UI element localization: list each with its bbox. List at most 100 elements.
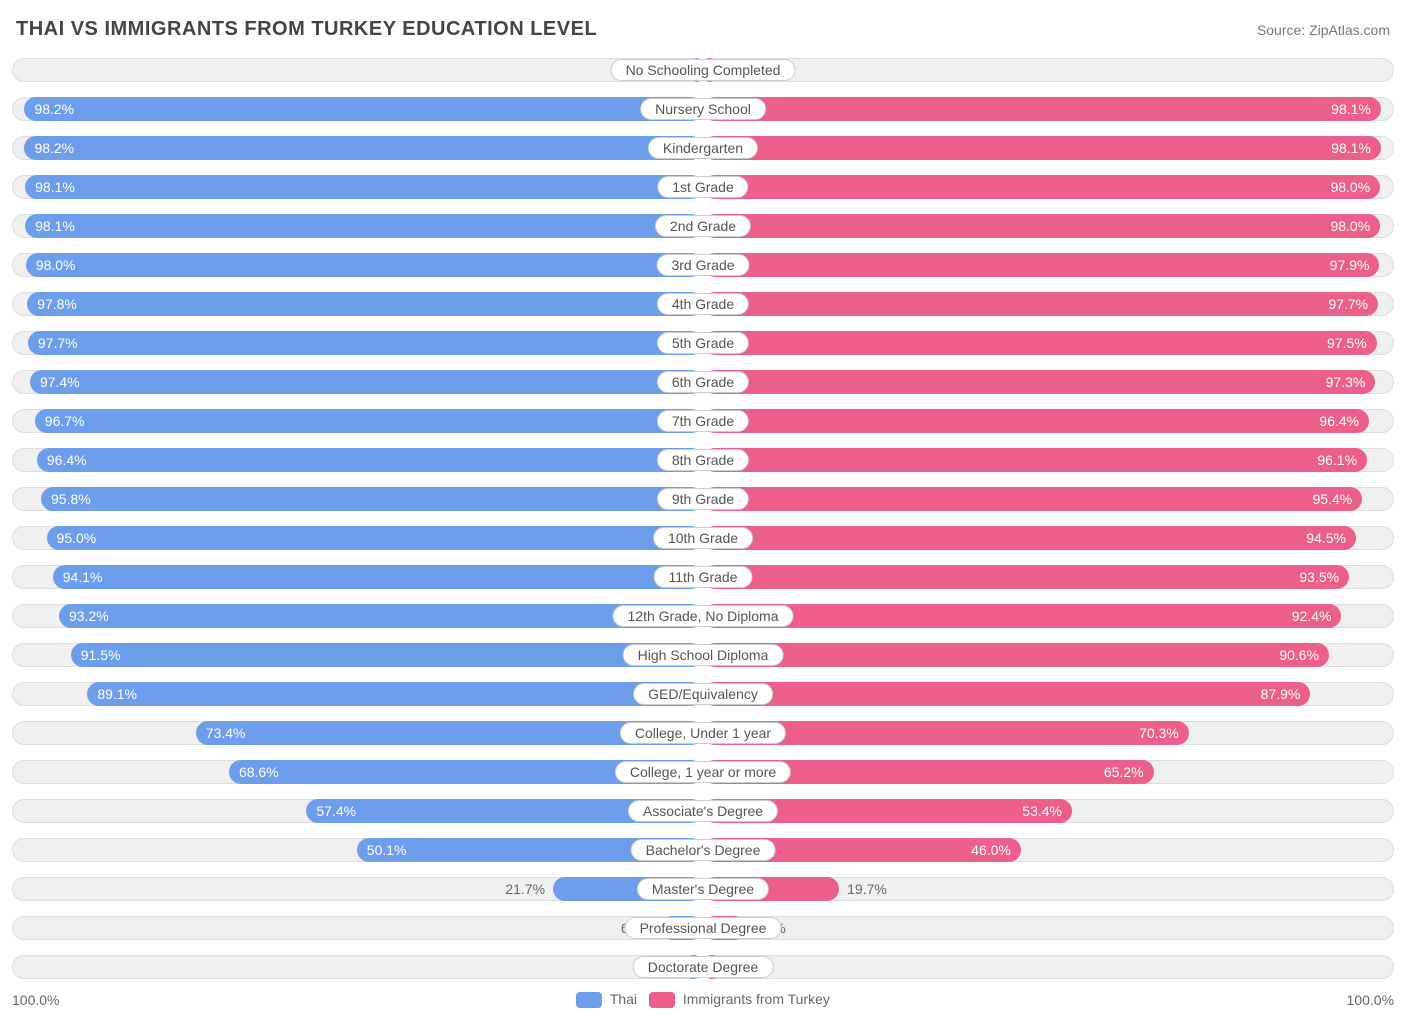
pct-left: 98.1%: [25, 218, 75, 234]
pct-right: 96.4%: [1319, 413, 1369, 429]
pct-left: 97.8%: [27, 296, 77, 312]
pct-left: 96.4%: [37, 452, 87, 468]
pct-right: 93.5%: [1299, 569, 1349, 585]
category-label: Master's Degree: [637, 878, 769, 900]
pct-right: 53.4%: [1022, 803, 1072, 819]
category-label: 5th Grade: [657, 332, 749, 354]
bar-right: [703, 292, 1378, 316]
pct-left: 91.5%: [71, 647, 121, 663]
category-label: Bachelor's Degree: [631, 839, 776, 861]
pct-right: 94.5%: [1306, 530, 1356, 546]
pct-right: 97.9%: [1330, 257, 1380, 273]
category-label: 3rd Grade: [656, 254, 749, 276]
legend-label-left: Thai: [610, 991, 637, 1007]
category-label: 4th Grade: [657, 293, 749, 315]
chart-row: 98.1% 98.0% 2nd Grade: [12, 211, 1394, 241]
pct-right: 98.1%: [1331, 101, 1381, 117]
bar-left: [71, 643, 703, 667]
category-label: 9th Grade: [657, 488, 749, 510]
pct-right: 70.3%: [1139, 725, 1189, 741]
pct-left: 93.2%: [59, 608, 109, 624]
pct-left: 50.1%: [357, 842, 407, 858]
chart-row: 98.1%98.0%1st Grade: [12, 172, 1394, 202]
chart-row: 96.7%96.4%7th Grade: [12, 406, 1394, 436]
category-label: College, 1 year or more: [615, 761, 791, 783]
bar-right: [703, 409, 1369, 433]
chart-footer: 100.0% Thai Immigrants from Turkey 100.0…: [12, 991, 1394, 1008]
pct-right: 98.0%: [1330, 218, 1380, 234]
pct-right: 95.4%: [1313, 491, 1363, 507]
bar-left: [87, 682, 703, 706]
bar-right: [703, 214, 1380, 238]
pct-right: 87.9%: [1261, 686, 1311, 702]
chart-row: 94.1%93.5%11th Grade: [12, 562, 1394, 592]
pct-left: 97.4%: [30, 374, 80, 390]
pct-right: 65.2%: [1104, 764, 1154, 780]
pct-left: 97.7%: [28, 335, 78, 351]
category-label: 11th Grade: [653, 566, 752, 588]
bar-right: [703, 682, 1310, 706]
chart-row: 2.8%2.6%Doctorate Degree: [12, 952, 1394, 982]
bar-left: [26, 253, 703, 277]
pct-left: 98.1%: [25, 179, 75, 195]
pct-left: 57.4%: [306, 803, 356, 819]
chart-row: 89.1%87.9%GED/Equivalency: [12, 679, 1394, 709]
chart-row: 91.5%90.6%High School Diploma: [12, 640, 1394, 670]
bar-right: [703, 526, 1356, 550]
pct-left: 98.0%: [26, 257, 76, 273]
bar-left: [28, 331, 703, 355]
bar-left: [30, 370, 703, 394]
pct-left: 98.2%: [24, 140, 74, 156]
bar-left: [24, 136, 703, 160]
pct-left: 95.8%: [41, 491, 91, 507]
chart-row: 96.4% 96.1% 8th Grade: [12, 445, 1394, 475]
track-left: [12, 916, 703, 940]
bar-left: [35, 409, 703, 433]
legend-label-right: Immigrants from Turkey: [683, 991, 830, 1007]
chart-row: 57.4%53.4%Associate's Degree: [12, 796, 1394, 826]
pct-right: 98.0%: [1330, 179, 1380, 195]
bar-left: [25, 214, 703, 238]
bar-right: [703, 331, 1377, 355]
bar-left: [59, 604, 703, 628]
chart-row: 98.0% 97.9% 3rd Grade: [12, 250, 1394, 280]
legend-item-right: Immigrants from Turkey: [649, 991, 830, 1008]
chart-row: 98.2%98.1%Nursery School: [12, 94, 1394, 124]
pct-right: 46.0%: [971, 842, 1021, 858]
track-right: [703, 916, 1394, 940]
category-label: 12th Grade, No Diploma: [613, 605, 794, 627]
pct-left: 68.6%: [229, 764, 279, 780]
category-label: 10th Grade: [653, 527, 753, 549]
chart-row: 95.8% 95.4% 9th Grade: [12, 484, 1394, 514]
bar-left: [25, 175, 703, 199]
pct-right: 90.6%: [1279, 647, 1329, 663]
bar-left: [37, 448, 703, 472]
category-label: Professional Degree: [625, 917, 782, 939]
legend-swatch-left: [576, 992, 602, 1008]
chart-row: 73.4%70.3%College, Under 1 year: [12, 718, 1394, 748]
category-label: 8th Grade: [657, 449, 749, 471]
category-label: 6th Grade: [657, 371, 749, 393]
legend-item-left: Thai: [576, 991, 637, 1008]
bar-left: [24, 97, 703, 121]
pct-right: 97.7%: [1328, 296, 1378, 312]
track-right: [703, 58, 1394, 82]
pct-right: 96.1%: [1317, 452, 1367, 468]
pct-left: 73.4%: [196, 725, 246, 741]
axis-right-max: 100.0%: [830, 992, 1394, 1008]
bar-right: [703, 370, 1375, 394]
chart-row: 97.7%97.5%5th Grade: [12, 328, 1394, 358]
category-label: 2nd Grade: [655, 215, 751, 237]
pct-right: 97.3%: [1326, 374, 1376, 390]
category-label: Kindergarten: [648, 137, 758, 159]
axis-left-max: 100.0%: [12, 992, 576, 1008]
bar-right: [703, 97, 1381, 121]
chart-row: 95.0% 94.5% 10th Grade: [12, 523, 1394, 553]
chart-row: 97.8% 97.7% 4th Grade: [12, 289, 1394, 319]
bar-right: [703, 448, 1367, 472]
pct-left: 95.0%: [47, 530, 97, 546]
chart-title: THAI VS IMMIGRANTS FROM TURKEY EDUCATION…: [16, 18, 597, 41]
bar-right: [703, 136, 1381, 160]
pct-right: 98.1%: [1331, 140, 1381, 156]
bar-left: [53, 565, 703, 589]
